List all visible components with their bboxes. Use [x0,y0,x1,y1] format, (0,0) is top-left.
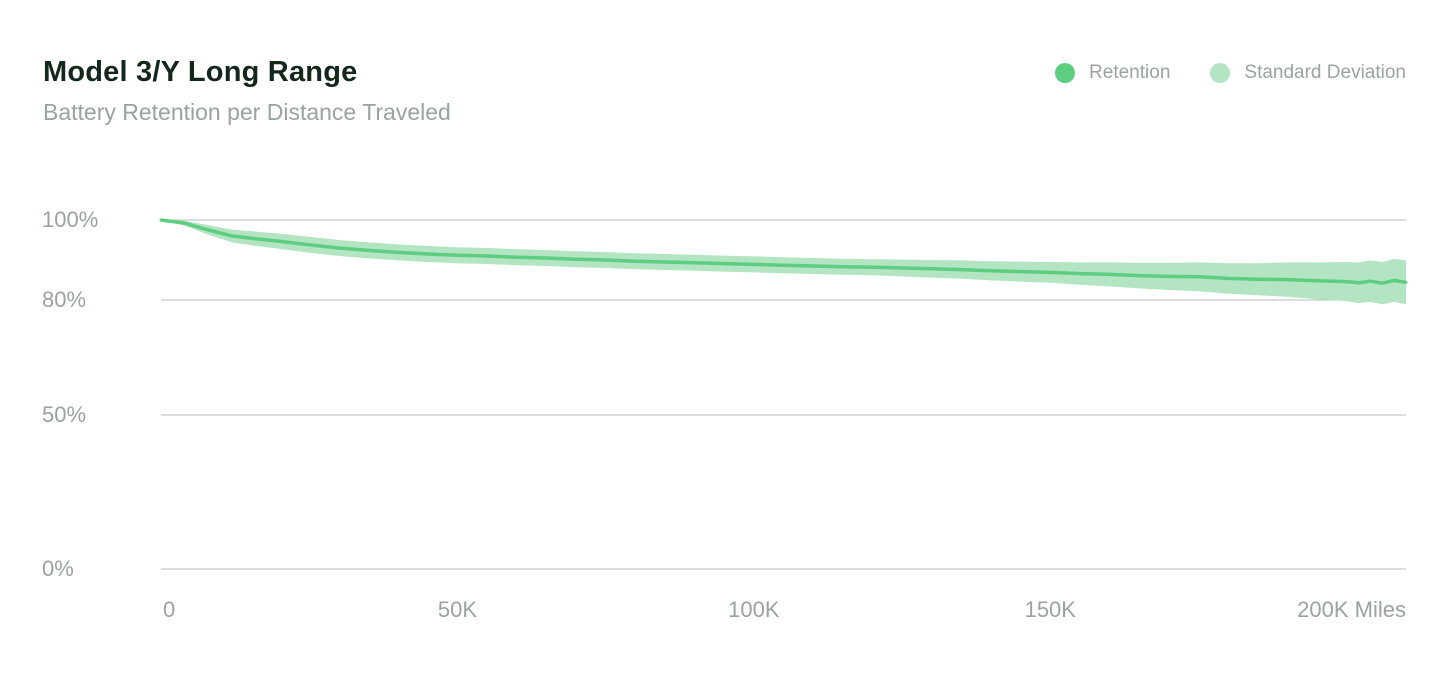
standard-deviation-swatch [1210,63,1231,83]
retention-swatch [1055,63,1076,83]
retention-point [206,228,210,232]
chart-legend: Retention Standard Deviation [1055,62,1406,84]
retention-point [663,260,667,264]
retention-point [396,250,400,254]
chart-title: Model 3/Y Long Range [43,56,358,88]
retention-point [544,256,548,260]
retention-point [1380,281,1384,285]
retention-point [1019,270,1023,274]
retention-point [367,248,370,252]
retention-point [930,267,934,271]
retention-point [1404,280,1408,284]
retention-point [752,262,756,266]
retention-point [870,265,874,269]
x-tick-label: 50K [438,597,477,622]
retention-point [278,239,282,243]
y-tick-label: 80% [42,287,86,312]
retention-point [633,259,637,263]
retention-point [1315,279,1319,283]
retention-point [230,234,234,238]
retention-point [485,254,489,258]
retention-point [841,265,845,269]
retention-point [1226,276,1230,280]
legend-item-retention: Retention [1055,62,1170,84]
retention-point [1108,272,1112,276]
retention-point [900,266,904,270]
retention-point [1137,274,1141,278]
x-tick-label: 100K [728,597,780,622]
x-tick-label: 0 [163,597,175,622]
retention-point [426,252,430,256]
x-tick-label: 150K [1025,597,1077,622]
retention-point [1357,281,1361,285]
retention-point [959,268,963,272]
retention-point [159,218,163,222]
legend-item-standard-deviation: Standard Deviation [1210,62,1406,84]
retention-point [574,257,578,261]
retention-point [183,221,187,225]
x-tick-label: 200K Miles [1297,597,1406,622]
retention-point [722,262,726,266]
y-tick-label: 100% [42,207,98,232]
retention-point [782,263,785,267]
retention-point [1345,280,1349,284]
legend-label-standard-deviation: Standard Deviation [1244,62,1406,83]
retention-point [604,258,608,262]
retention-point [337,246,341,250]
retention-point [1197,275,1200,279]
retention-point [693,261,697,265]
retention-point [254,237,258,241]
chart-subtitle: Battery Retention per Distance Traveled [43,99,451,125]
retention-point [811,264,815,268]
y-tick-label: 50% [42,402,86,427]
retention-point [455,253,459,257]
retention-point [1285,278,1289,282]
y-tick-label: 0% [42,556,74,581]
retention-point [989,269,993,273]
retention-point [1256,277,1260,281]
retention-point [1078,272,1082,276]
legend-label-retention: Retention [1089,62,1171,83]
retention-point [1368,279,1372,283]
standard-deviation-band [161,220,1406,305]
retention-point [307,243,311,247]
retention-point [1392,278,1396,282]
retention-point [1167,274,1171,278]
retention-point [515,255,519,259]
retention-point [1048,270,1052,274]
